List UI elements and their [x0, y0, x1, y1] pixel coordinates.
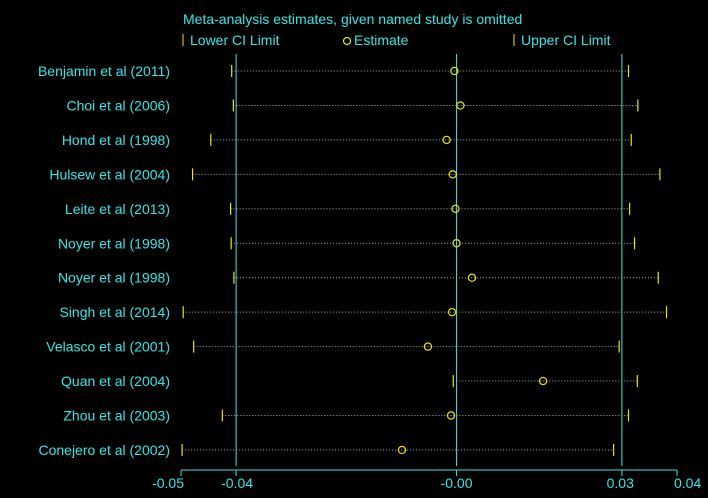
study-label: Singh et al (2014)	[59, 304, 170, 320]
estimate-marker	[451, 204, 460, 213]
study-label: Noyer et al (1998)	[58, 270, 170, 286]
x-tick-label: 0.04	[674, 475, 701, 491]
estimate-marker	[442, 135, 451, 145]
estimate-marker	[456, 101, 465, 110]
estimate-marker	[447, 307, 457, 317]
estimate-marker	[397, 445, 407, 455]
plot-area: Benjamin et al (2011) Choi et al (2006) Ho…	[38, 54, 668, 466]
legend: Lower CI Limit Estimate Upper CI Limit	[182, 32, 611, 48]
chart-title: Meta-analysis estimates, given named stu…	[183, 11, 522, 27]
study-label: Hulsew et al (2004)	[49, 166, 170, 182]
study-label: Choi et al (2006)	[66, 97, 170, 113]
study-label: Noyer et al (1998)	[58, 235, 170, 251]
estimate-marker	[452, 239, 461, 248]
study-label: Benjamin et al (2011)	[38, 63, 170, 79]
estimate-marker	[538, 376, 548, 386]
estimate-marker	[450, 66, 459, 76]
legend-lower-label: Lower CI Limit	[190, 32, 280, 48]
study-label: Leite et al (2013)	[65, 201, 170, 217]
legend-estimate-label: Estimate	[354, 32, 409, 48]
estimate-marker	[423, 342, 433, 351]
estimate-marker	[467, 273, 477, 282]
x-tick-label: 0.03	[607, 475, 634, 491]
estimate-marker	[446, 411, 456, 420]
x-tick-label: -0.00	[441, 475, 473, 491]
x-tick-label: -0.04	[221, 475, 253, 491]
legend-estimate-marker	[342, 36, 352, 46]
x-axis: -0.05 -0.04 -0.00 0.03 0.04	[152, 469, 701, 491]
study-label: Quan et al (2004)	[61, 373, 170, 389]
study-label: Zhou et al (2003)	[63, 408, 170, 424]
x-tick-label: -0.05	[152, 475, 184, 491]
legend-upper-label: Upper CI Limit	[521, 32, 611, 48]
study-label: Velasco et al (2001)	[46, 339, 170, 355]
estimate-marker	[448, 170, 457, 179]
study-label: Conejero et al (2002)	[38, 442, 170, 458]
study-label: Hond et al (1998)	[62, 132, 170, 148]
